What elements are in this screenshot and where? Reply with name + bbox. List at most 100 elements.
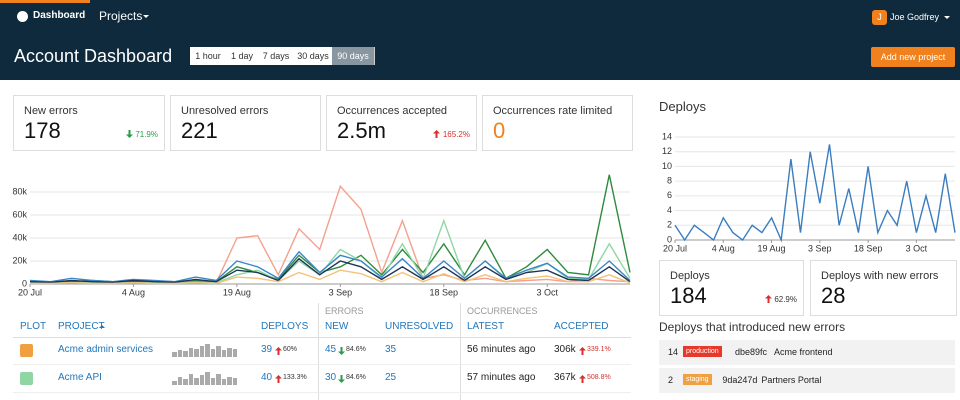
stat-value: 0: [493, 118, 506, 143]
arrow-up: [765, 295, 772, 303]
series-line: [29, 257, 631, 284]
spark-bar: [183, 379, 188, 385]
spark-bar: [172, 381, 177, 385]
arrow-up: [579, 347, 586, 355]
plot-checkbox[interactable]: [20, 344, 33, 357]
deploys: 40: [261, 372, 273, 383]
sort-caret: [99, 322, 105, 328]
spark-bar: [199, 345, 204, 357]
stat-label: New errors: [24, 105, 78, 117]
nav-dashboard[interactable]: Dashboard: [33, 10, 86, 21]
deploy-count: 2: [668, 375, 674, 385]
new-change: 84.6%: [346, 346, 366, 353]
stat-label: Occurrences rate limited: [493, 105, 613, 117]
caret: [944, 16, 950, 22]
y-tick-label: 80k: [12, 186, 27, 196]
column-header[interactable]: DEPLOYS: [261, 321, 309, 332]
spark-bar: [221, 378, 226, 385]
deploys-change: 60%: [283, 346, 298, 353]
accepted-change: 339.1%: [587, 346, 611, 353]
nav-projects[interactable]: Projects: [99, 9, 143, 23]
spark-bar: [205, 344, 210, 357]
arrow-shape: [579, 375, 586, 383]
y-tick-label: 0: [667, 234, 672, 244]
add-project-button[interactable]: Add new project: [871, 47, 955, 67]
header-rule: [13, 337, 631, 338]
env-badge: staging: [683, 374, 712, 385]
group-label: ERRORS: [325, 306, 364, 316]
latest: 57 minutes ago: [467, 372, 536, 383]
x-tick-label: 20 Jul: [18, 287, 42, 297]
x-tick-label: 20 Jul: [663, 243, 687, 253]
range-button[interactable]: 30 days: [294, 47, 333, 65]
spark-bar: [216, 373, 221, 385]
latest: 56 minutes ago: [467, 344, 536, 355]
x-tick-label: 4 Aug: [712, 243, 735, 253]
deploys-title: Deploys: [659, 99, 706, 114]
stat-value: 178: [24, 118, 61, 143]
x-tick-label: 3 Sep: [808, 243, 832, 253]
column-header[interactable]: LATEST: [467, 321, 505, 332]
arrow-shape: [126, 130, 133, 138]
y-tick-label: 40k: [12, 232, 27, 242]
series-line: [29, 250, 631, 283]
deploy-project: Acme frontend: [774, 347, 833, 357]
series-line: [30, 218, 631, 284]
stat-label: Occurrences accepted: [337, 105, 448, 117]
spark-bar: [205, 372, 210, 385]
x-tick-label: 19 Aug: [223, 287, 251, 297]
deploys-chart: 0 2 4 6 8 10 12 14 20 Jul 4 Aug 19 Aug 3 Sep 18 Sep 3…: [662, 131, 956, 253]
range-button[interactable]: 1 hour: [190, 47, 227, 65]
series-line: [29, 174, 631, 284]
deploy-card-change: 62.9%: [774, 295, 797, 304]
arrow-up: [275, 375, 282, 383]
avatar[interactable]: J: [872, 10, 887, 25]
stat-change: 165.2%: [442, 130, 470, 139]
accepted: 367k: [554, 372, 576, 383]
project-name[interactable]: Acme API: [58, 372, 102, 383]
page-title: Account Dashboard: [14, 46, 173, 66]
row-rule: [13, 364, 631, 365]
spark-bar: [194, 348, 199, 357]
column-header[interactable]: PLOT: [20, 321, 47, 332]
y-tick-label: 12: [662, 146, 672, 156]
column-header[interactable]: UNRESOLVED: [385, 321, 454, 332]
deploy-count: 14: [668, 347, 679, 357]
group-divider: [460, 303, 461, 400]
env-badge: production: [683, 346, 722, 357]
range-button[interactable]: 90 days: [332, 47, 375, 65]
deploys: 39: [261, 344, 273, 355]
commit: dbe89fc: [735, 347, 768, 357]
unresolved: 25: [385, 372, 397, 383]
group-divider: [318, 303, 319, 400]
x-tick-label: 19 Aug: [758, 243, 786, 253]
logo: [17, 11, 28, 22]
y-tick-label: 10: [662, 161, 672, 171]
arrow-up: [433, 130, 441, 138]
spark-bar: [183, 351, 188, 357]
arrow-shape: [275, 347, 282, 355]
new-errors: 45: [325, 344, 337, 355]
new-change: 84.6%: [346, 374, 366, 381]
column-header[interactable]: ACCEPTED: [554, 321, 609, 332]
spark-bar: [210, 348, 215, 357]
stat-card: New errors 178 71.9%: [13, 95, 165, 151]
x-tick-label: 3 Sep: [329, 287, 353, 297]
plot-checkbox[interactable]: [20, 372, 33, 385]
deploy-card: Deploys with new errors 28: [810, 260, 957, 316]
user-name[interactable]: Joe Godfrey: [890, 12, 940, 22]
y-tick-label: 60k: [12, 209, 27, 219]
spark-bar: [188, 373, 193, 385]
range-button[interactable]: 7 days: [258, 47, 295, 65]
project-name[interactable]: Acme admin services: [58, 344, 154, 355]
arrow-shape: [579, 347, 586, 355]
deploy-card: Deploys 184 62.9%: [659, 260, 804, 316]
spark-bar: [194, 377, 199, 385]
spark-bar: [210, 377, 215, 385]
group-label: OCCURRENCES: [467, 306, 538, 316]
column-header[interactable]: NEW: [325, 321, 349, 332]
range-button[interactable]: 1 day: [226, 47, 259, 65]
arrow-shape: [338, 347, 345, 355]
column-header[interactable]: PROJECT: [58, 321, 105, 332]
